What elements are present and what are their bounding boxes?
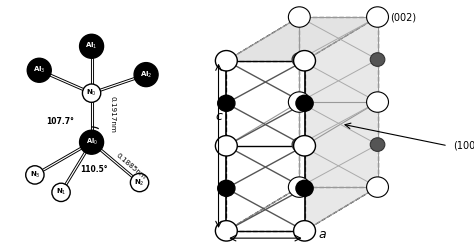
Text: Al$_2$: Al$_2$ — [140, 69, 152, 80]
Circle shape — [52, 183, 70, 201]
Polygon shape — [304, 17, 377, 231]
Text: a: a — [319, 228, 327, 241]
Text: c: c — [215, 110, 222, 123]
Circle shape — [293, 51, 316, 71]
Circle shape — [80, 130, 103, 154]
Circle shape — [218, 180, 235, 196]
Text: 0.1885nm: 0.1885nm — [115, 153, 147, 181]
Text: Al$_0$: Al$_0$ — [86, 137, 98, 147]
Circle shape — [370, 53, 385, 66]
Circle shape — [80, 34, 103, 58]
Circle shape — [366, 177, 389, 197]
Circle shape — [288, 177, 310, 197]
Text: N$_2$: N$_2$ — [134, 177, 145, 188]
Circle shape — [296, 95, 313, 111]
Circle shape — [296, 180, 313, 196]
Circle shape — [134, 63, 158, 87]
Circle shape — [366, 92, 389, 112]
Text: (100): (100) — [453, 141, 474, 151]
Text: N$_3$: N$_3$ — [29, 170, 40, 180]
Text: 110.5°: 110.5° — [80, 165, 108, 174]
Text: 107.7°: 107.7° — [46, 117, 74, 126]
Circle shape — [370, 138, 385, 151]
Text: Al$_1$: Al$_1$ — [85, 41, 98, 51]
Text: (002): (002) — [391, 12, 417, 22]
Circle shape — [288, 7, 310, 27]
Circle shape — [292, 138, 307, 151]
Circle shape — [293, 221, 316, 241]
Text: 0.1917nm: 0.1917nm — [109, 96, 115, 133]
Text: N$_0$: N$_0$ — [86, 88, 97, 98]
Circle shape — [27, 58, 51, 82]
Circle shape — [215, 51, 237, 71]
Circle shape — [215, 136, 237, 156]
Circle shape — [288, 92, 310, 112]
Circle shape — [82, 84, 101, 102]
Circle shape — [215, 221, 237, 241]
Circle shape — [218, 95, 235, 111]
Circle shape — [366, 7, 389, 27]
Text: N$_1$: N$_1$ — [56, 187, 66, 198]
Circle shape — [293, 136, 316, 156]
Circle shape — [292, 53, 307, 66]
Circle shape — [26, 166, 44, 184]
Circle shape — [130, 174, 149, 192]
Polygon shape — [227, 17, 377, 61]
Text: Al$_3$: Al$_3$ — [33, 65, 46, 75]
